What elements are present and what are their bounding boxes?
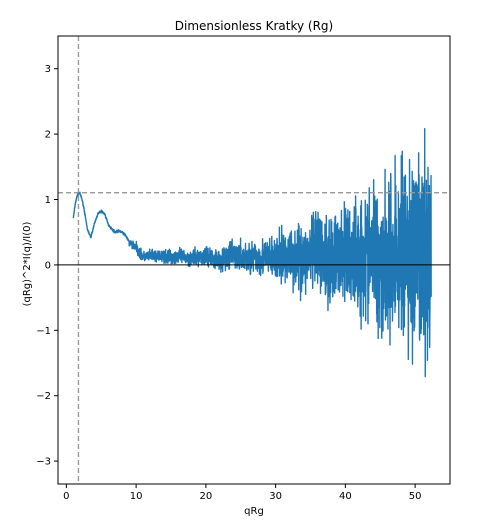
y-tick-label: −2 (36, 391, 51, 402)
y-tick-label: −1 (36, 326, 51, 337)
x-tick-label: 20 (200, 491, 213, 502)
x-tick-label: 0 (63, 491, 69, 502)
y-tick-label: 0 (45, 260, 51, 271)
x-tick-label: 50 (409, 491, 422, 502)
plot-area: 0 10 20 30 40 50 −3 −2 −1 0 1 2 3 (36, 35, 451, 502)
y-tick-label: 3 (45, 64, 51, 75)
x-tick-label: 40 (339, 491, 352, 502)
x-axis-label: qRg (244, 506, 264, 517)
series-line (72, 128, 432, 378)
y-tick-label: 1 (45, 195, 51, 206)
axes-frame (57, 35, 451, 485)
x-tick-label: 30 (269, 491, 282, 502)
y-tick-label: 2 (45, 130, 51, 141)
x-tick-label: 10 (130, 491, 143, 502)
y-axis-label: (qRg)^2*I(q)/I(0) (22, 222, 33, 307)
y-tick-label: −3 (36, 457, 51, 468)
chart-title: Dimensionless Kratky (Rg) (175, 19, 333, 33)
series-group (58, 36, 450, 484)
